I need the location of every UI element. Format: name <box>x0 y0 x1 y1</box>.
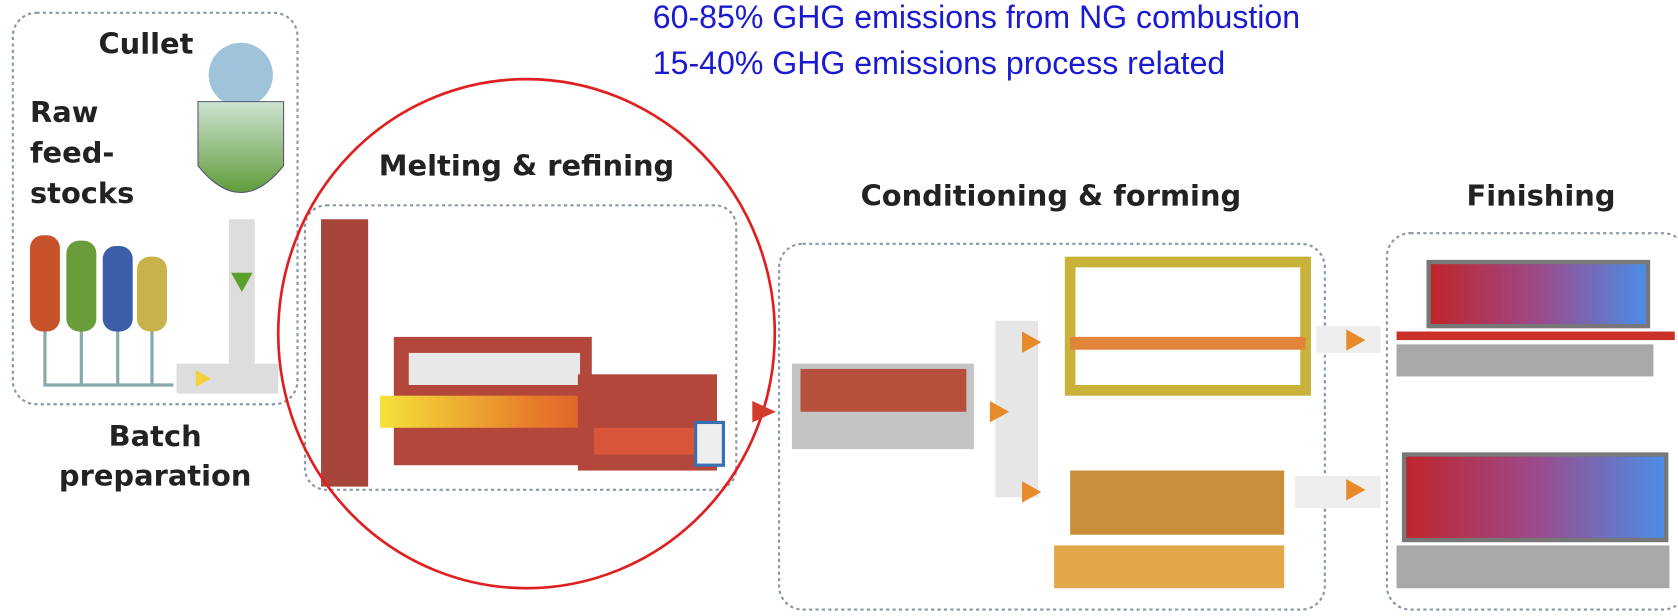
cullet-label: Cullet <box>98 26 193 60</box>
cullet-silo <box>176 42 285 394</box>
arrow <box>752 401 776 423</box>
stage-label: Conditioning & forming <box>861 178 1242 212</box>
stage-box <box>11 11 299 406</box>
raw-label: feed- <box>30 136 114 170</box>
stage-label: Melting & refining <box>379 148 674 182</box>
raw-silos <box>29 235 174 387</box>
stage-box <box>778 242 1326 611</box>
stage-label: Finishing <box>1467 178 1616 212</box>
furnace <box>321 219 726 487</box>
highlight-circle <box>276 77 777 590</box>
raw-label: stocks <box>30 176 134 210</box>
annotation: 60-85% GHG emissions from NG combustion <box>653 0 1300 35</box>
lehr-equipment <box>1396 259 1675 589</box>
stage-label: Batch <box>109 419 202 453</box>
stage-label: preparation <box>59 459 252 493</box>
stage-box <box>303 204 738 491</box>
forming-equipment <box>791 256 1381 589</box>
raw-label: Raw <box>30 95 98 129</box>
annotation: 15-40% GHG emissions process related <box>653 45 1226 81</box>
